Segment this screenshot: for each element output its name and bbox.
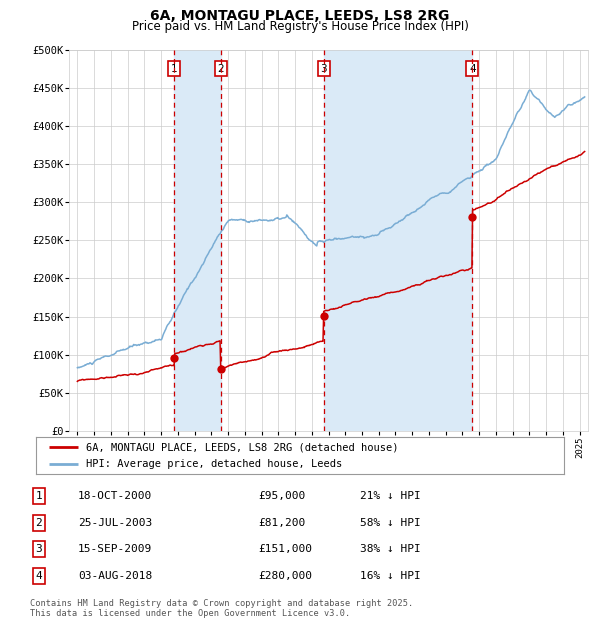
Text: £81,200: £81,200 xyxy=(258,518,305,528)
Text: 3: 3 xyxy=(320,64,327,74)
Text: 6A, MONTAGU PLACE, LEEDS, LS8 2RG: 6A, MONTAGU PLACE, LEEDS, LS8 2RG xyxy=(151,9,449,24)
Text: 2: 2 xyxy=(35,518,43,528)
Text: Contains HM Land Registry data © Crown copyright and database right 2025.
This d: Contains HM Land Registry data © Crown c… xyxy=(30,599,413,618)
Text: £151,000: £151,000 xyxy=(258,544,312,554)
Text: 4: 4 xyxy=(35,571,43,581)
Text: £280,000: £280,000 xyxy=(258,571,312,581)
Text: HPI: Average price, detached house, Leeds: HPI: Average price, detached house, Leed… xyxy=(86,459,343,469)
Text: 16% ↓ HPI: 16% ↓ HPI xyxy=(360,571,421,581)
Bar xyxy=(323,50,472,431)
Text: 1: 1 xyxy=(35,491,43,501)
Text: 38% ↓ HPI: 38% ↓ HPI xyxy=(360,544,421,554)
Text: £95,000: £95,000 xyxy=(258,491,305,501)
Text: 4: 4 xyxy=(469,64,476,74)
Text: Price paid vs. HM Land Registry's House Price Index (HPI): Price paid vs. HM Land Registry's House … xyxy=(131,20,469,33)
Text: 3: 3 xyxy=(35,544,43,554)
Text: 25-JUL-2003: 25-JUL-2003 xyxy=(78,518,152,528)
Text: 18-OCT-2000: 18-OCT-2000 xyxy=(78,491,152,501)
Text: 21% ↓ HPI: 21% ↓ HPI xyxy=(360,491,421,501)
Bar xyxy=(175,50,221,431)
Text: 58% ↓ HPI: 58% ↓ HPI xyxy=(360,518,421,528)
Text: 15-SEP-2009: 15-SEP-2009 xyxy=(78,544,152,554)
Text: 6A, MONTAGU PLACE, LEEDS, LS8 2RG (detached house): 6A, MONTAGU PLACE, LEEDS, LS8 2RG (detac… xyxy=(86,442,398,452)
Text: 03-AUG-2018: 03-AUG-2018 xyxy=(78,571,152,581)
Text: 2: 2 xyxy=(217,64,224,74)
Text: 1: 1 xyxy=(171,64,178,74)
